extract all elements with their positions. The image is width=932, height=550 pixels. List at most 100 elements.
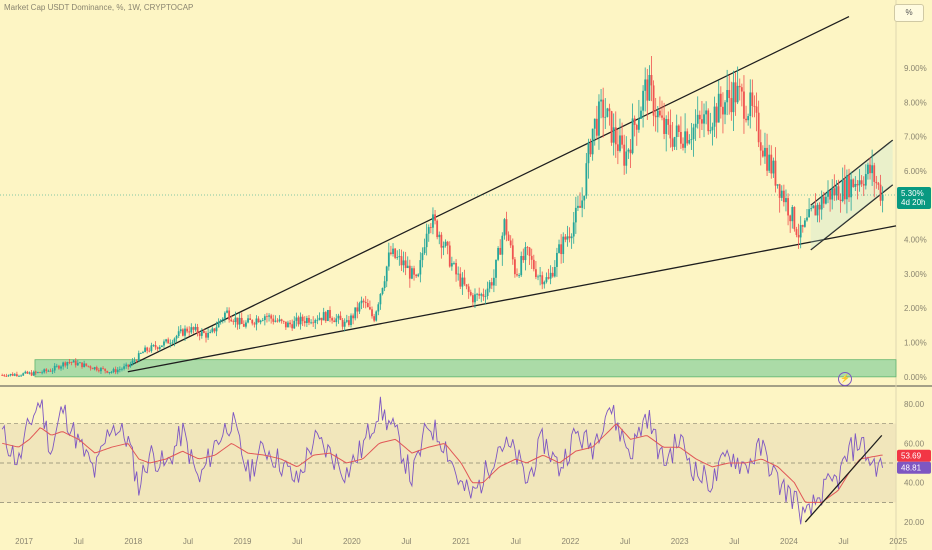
candle-up [360, 300, 363, 304]
candle-down [404, 260, 407, 269]
candle-up [79, 362, 81, 364]
candle-down [680, 131, 682, 144]
candle-up [497, 247, 499, 260]
candle-up [263, 316, 266, 321]
candle-down [770, 154, 773, 174]
candle-up [234, 317, 237, 323]
candle-down [284, 321, 287, 328]
bar-countdown: 4d 20h [901, 198, 925, 207]
candle-up [612, 127, 615, 143]
candle-up [812, 205, 815, 209]
candle-up [694, 123, 697, 128]
channel-top-line [810, 139, 894, 206]
candle-up [402, 260, 405, 266]
candle-down [848, 175, 850, 198]
candle-up [486, 288, 489, 297]
candle-up [803, 220, 806, 227]
rsi-ma-line [2, 423, 883, 503]
candle-down [795, 229, 798, 235]
candle-up [93, 367, 96, 370]
candle-up [221, 318, 224, 321]
candle-up [606, 108, 609, 117]
candle-up [383, 281, 386, 289]
candle-up [553, 266, 556, 277]
candle-up [423, 247, 426, 254]
candle-down [516, 274, 518, 276]
candle-up [808, 209, 810, 218]
candle-down [877, 183, 880, 185]
candle-down [661, 115, 663, 118]
candle-up [9, 374, 12, 376]
candle-up [736, 85, 739, 103]
candle-up [642, 90, 644, 111]
candle-down [614, 127, 617, 145]
rsi-ma-tag [897, 449, 931, 462]
candle-down [646, 79, 649, 101]
candle-down [740, 87, 743, 92]
unit-toggle-button[interactable]: % [894, 4, 924, 22]
candle-up [461, 277, 464, 287]
candle-up [619, 135, 621, 151]
candle-up [24, 371, 27, 374]
candle-up [259, 320, 262, 323]
candle-down [608, 108, 611, 112]
candle-up [656, 110, 659, 118]
candle-down [400, 256, 403, 266]
candle-down [213, 328, 216, 332]
candle-up [305, 317, 308, 324]
candle-up [66, 361, 69, 366]
candle-up [129, 363, 132, 367]
candle-down [663, 117, 665, 134]
candle-up [688, 140, 691, 144]
candle-up [835, 186, 838, 196]
candle-down [146, 347, 149, 351]
candle-down [280, 319, 283, 321]
candle-up [627, 149, 630, 152]
candle-up [425, 233, 428, 248]
candle-up [480, 294, 483, 296]
candle-down [837, 186, 840, 200]
candle-down [181, 329, 184, 336]
candle-down [448, 245, 451, 267]
candle-up [171, 342, 174, 344]
candle-up [108, 372, 111, 373]
candle-up [7, 375, 10, 377]
candle-down [629, 149, 632, 154]
candle-down [266, 316, 268, 318]
candle-down [196, 326, 199, 334]
candle-up [287, 322, 289, 328]
candle-up [173, 338, 176, 343]
candle-down [1, 375, 4, 376]
time-tick-label: 2017 [15, 537, 33, 546]
candle-up [484, 296, 487, 297]
candle-down [242, 323, 245, 327]
candle-down [467, 286, 470, 292]
candle-up [545, 277, 548, 282]
candle-down [148, 350, 151, 352]
candle-down [719, 93, 722, 107]
candle-down [869, 164, 871, 174]
lightning-icon[interactable]: ⚡ [838, 372, 852, 386]
candle-up [419, 260, 422, 275]
candle-up [846, 175, 848, 200]
candle-down [514, 259, 516, 275]
candle-up [219, 320, 222, 322]
candle-up [322, 312, 325, 321]
candle-down [91, 368, 94, 370]
candle-down [49, 370, 52, 372]
candle-down [774, 160, 777, 186]
candle-down [135, 360, 138, 362]
candle-up [558, 244, 560, 253]
price-tick-label: 9.00% [904, 64, 927, 73]
candle-down [39, 372, 41, 373]
candle-up [648, 75, 651, 101]
candle-up [539, 275, 542, 277]
candle-down [654, 115, 657, 118]
candle-down [30, 372, 33, 376]
candle-down [408, 265, 411, 279]
last-price-tag [897, 186, 931, 209]
candle-down [560, 244, 563, 255]
candle-down [390, 252, 392, 255]
candle-down [745, 118, 747, 121]
